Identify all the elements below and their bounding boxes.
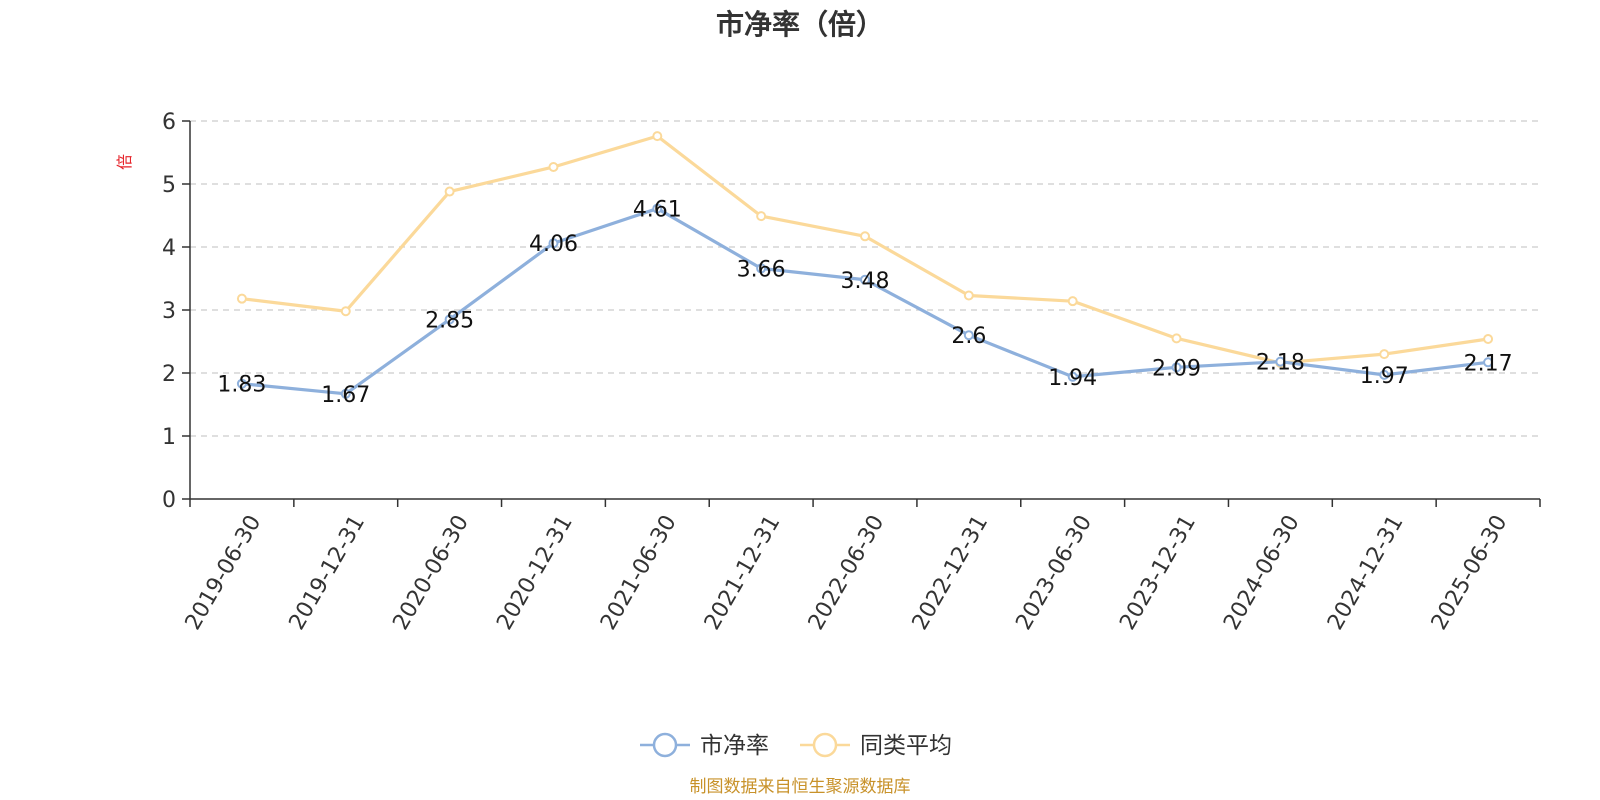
x-tick-label: 2025-06-30 <box>1427 511 1513 634</box>
data-label: 2.09 <box>1152 356 1201 381</box>
x-tick-label: 2022-12-31 <box>908 511 994 634</box>
data-point[interactable] <box>860 274 870 285</box>
data-point[interactable] <box>548 238 559 249</box>
data-label: 2.85 <box>425 308 474 333</box>
data-point[interactable] <box>444 314 455 325</box>
data-point[interactable] <box>1379 349 1390 360</box>
legend-item[interactable]: 市净率 <box>640 732 769 759</box>
data-label: 4.61 <box>633 198 682 223</box>
series-1 <box>236 203 1494 399</box>
legend-label: 市净率 <box>700 733 769 759</box>
data-label: 1.94 <box>1048 366 1097 391</box>
legend-marker-icon <box>652 732 678 758</box>
x-tick-label: 2021-12-31 <box>700 511 786 634</box>
x-tick-label: 2021-06-30 <box>596 511 682 634</box>
x-tick-label: 2024-06-30 <box>1219 511 1305 634</box>
legend-item[interactable]: 同类平均 <box>800 732 952 759</box>
y-tick-label: 6 <box>162 110 176 135</box>
y-tick-label: 4 <box>162 236 176 261</box>
data-point[interactable] <box>1379 369 1390 380</box>
x-tick-label: 2023-12-31 <box>1115 511 1201 634</box>
x-tick-label: 2020-06-30 <box>388 511 474 634</box>
data-point[interactable] <box>756 263 767 274</box>
x-tick-label: 2022-06-30 <box>804 511 890 634</box>
data-point[interactable] <box>652 203 663 214</box>
chart-title: 市净率（倍） <box>716 8 884 41</box>
data-point[interactable] <box>236 378 247 389</box>
source-note: 制图数据来自恒生聚源数据库 <box>690 777 911 797</box>
x-tick-label: 2019-12-31 <box>285 511 371 634</box>
data-point[interactable] <box>963 330 974 341</box>
x-tick-label: 2023-06-30 <box>1011 511 1097 634</box>
data-label: 1.97 <box>1360 364 1409 389</box>
data-point[interactable] <box>1483 357 1494 368</box>
data-point[interactable] <box>1067 371 1078 382</box>
data-label: 1.67 <box>321 383 370 408</box>
y-tick-label: 3 <box>162 299 176 324</box>
y-tick-label: 2 <box>162 362 176 387</box>
data-point[interactable] <box>963 290 974 301</box>
legend-label: 同类平均 <box>860 733 952 759</box>
legend-marker-icon <box>812 732 838 758</box>
data-point[interactable] <box>340 306 351 317</box>
data-point[interactable] <box>1067 296 1078 307</box>
data-labels: 1.83 1.67 2.85 4.06 4.61 3.66 3.48 2.6 1.94 2.09 2… <box>217 198 1512 408</box>
data-point[interactable] <box>1275 356 1286 367</box>
x-tick-label: 2024-12-31 <box>1323 511 1409 634</box>
data-label: 3.66 <box>737 257 786 282</box>
y-axis-label: 倍 <box>115 154 134 170</box>
data-point[interactable] <box>756 211 767 222</box>
data-label: 2.18 <box>1256 351 1305 376</box>
y-tick-label: 1 <box>162 425 176 450</box>
data-label: 1.83 <box>217 373 266 398</box>
data-point[interactable] <box>236 293 247 304</box>
data-point[interactable] <box>1171 362 1182 373</box>
data-point[interactable] <box>444 186 455 197</box>
x-tick-label: 2019-06-30 <box>181 511 267 634</box>
data-label: 2.17 <box>1464 351 1513 376</box>
data-point[interactable] <box>860 231 870 242</box>
data-label: 2.6 <box>951 324 986 349</box>
data-label: 4.06 <box>529 232 578 257</box>
data-point[interactable] <box>1171 333 1182 344</box>
data-point[interactable] <box>340 388 351 399</box>
data-label: 3.48 <box>841 269 890 294</box>
data-point[interactable] <box>652 131 663 142</box>
legend[interactable]: 市净率 同类平均 <box>640 732 952 759</box>
gridlines <box>190 120 1540 437</box>
x-tick-label: 2020-12-31 <box>492 511 578 634</box>
data-point[interactable] <box>1483 333 1494 344</box>
y-tick-label: 5 <box>162 173 176 198</box>
y-tick-label: 0 <box>162 488 176 513</box>
series-lines <box>236 131 1494 399</box>
data-point[interactable] <box>548 161 559 172</box>
